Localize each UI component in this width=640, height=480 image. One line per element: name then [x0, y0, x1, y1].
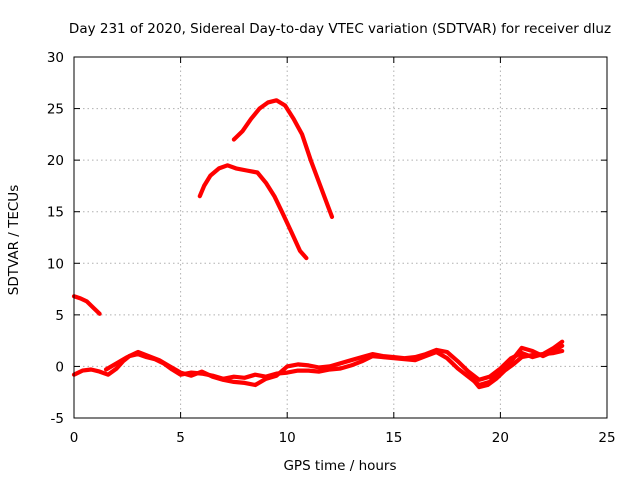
y-tick-label: 10 [47, 256, 64, 272]
y-tick-label: 20 [47, 153, 64, 169]
x-axis-label: GPS time / hours [283, 458, 396, 474]
plot-frame [73, 56, 608, 419]
x-tick-label: 20 [492, 430, 509, 446]
series-line-segment-a [71, 294, 102, 316]
y-tick-label: -5 [51, 411, 64, 427]
x-tick-label: 10 [279, 430, 296, 446]
y-tick-label: 5 [55, 308, 64, 324]
y-tick-label: 25 [47, 102, 64, 118]
series-line-segment-f [468, 348, 565, 390]
y-axis-label: SDTVAR / TECUs [6, 185, 22, 295]
series-line-segment-c [231, 98, 335, 219]
data-series [71, 98, 565, 390]
x-tick-label: 0 [70, 430, 79, 446]
y-tick-label: 15 [47, 205, 64, 221]
axis-ticks: 0 5 10 15 20 25 -5 0 5 10 15 20 25 30 [47, 50, 616, 446]
y-tick-label: 30 [47, 50, 64, 66]
x-tick-label: 5 [176, 430, 185, 446]
series-line-segment-b [197, 163, 309, 261]
x-tick-label: 25 [598, 430, 615, 446]
x-tick-label: 15 [385, 430, 402, 446]
chart-title: Day 231 of 2020, Sidereal Day-to-day VTE… [69, 21, 611, 37]
y-tick-label: 0 [55, 359, 64, 375]
series-line-segment-e [103, 339, 565, 388]
